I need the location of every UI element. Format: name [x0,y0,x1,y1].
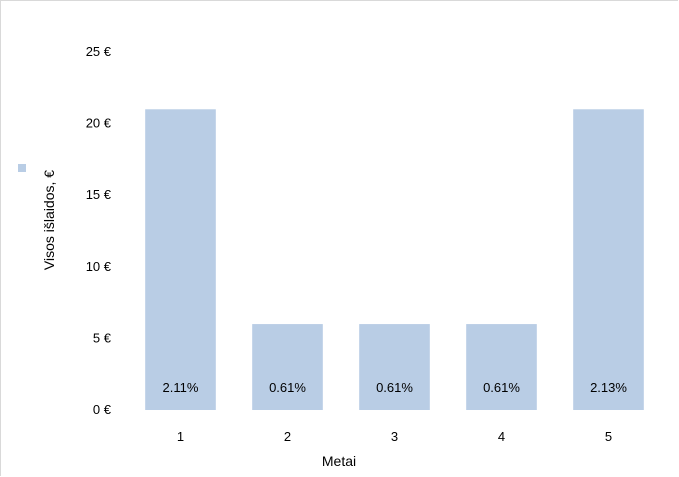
bar [573,109,644,410]
bar-data-label: 2.11% [163,380,199,395]
x-tick-label: 4 [498,429,505,444]
x-axis-ticks: 1 2 3 4 5 [177,429,612,444]
bar-data-label: 2.13% [590,380,627,395]
bar-data-label: 0.61% [376,380,413,395]
y-axis-title: Visos išlaidos, € [41,170,57,270]
bars [145,109,644,410]
x-axis-title: Metai [322,453,356,469]
bar-data-label: 0.61% [269,380,306,395]
y-tick-label: 0 € [93,402,112,417]
x-tick-label: 1 [177,429,184,444]
y-tick-label: 25 € [86,44,112,59]
bar [466,324,537,410]
y-tick-label: 20 € [86,116,112,131]
x-tick-label: 3 [391,429,398,444]
y-tick-label: 15 € [86,187,112,202]
bar [145,109,216,410]
y-tick-label: 10 € [86,259,112,274]
legend [18,164,26,172]
y-axis-ticks: 0 € 5 € 10 € 15 € 20 € 25 € [86,44,112,417]
data-labels: 2.11% 0.61% 0.61% 0.61% 2.13% [163,380,628,395]
y-tick-label: 5 € [93,330,112,345]
bar [252,324,323,410]
legend-swatch [18,164,26,172]
x-tick-label: 2 [284,429,291,444]
bar [359,324,430,410]
bar-data-label: 0.61% [483,380,520,395]
x-tick-label: 5 [605,429,612,444]
